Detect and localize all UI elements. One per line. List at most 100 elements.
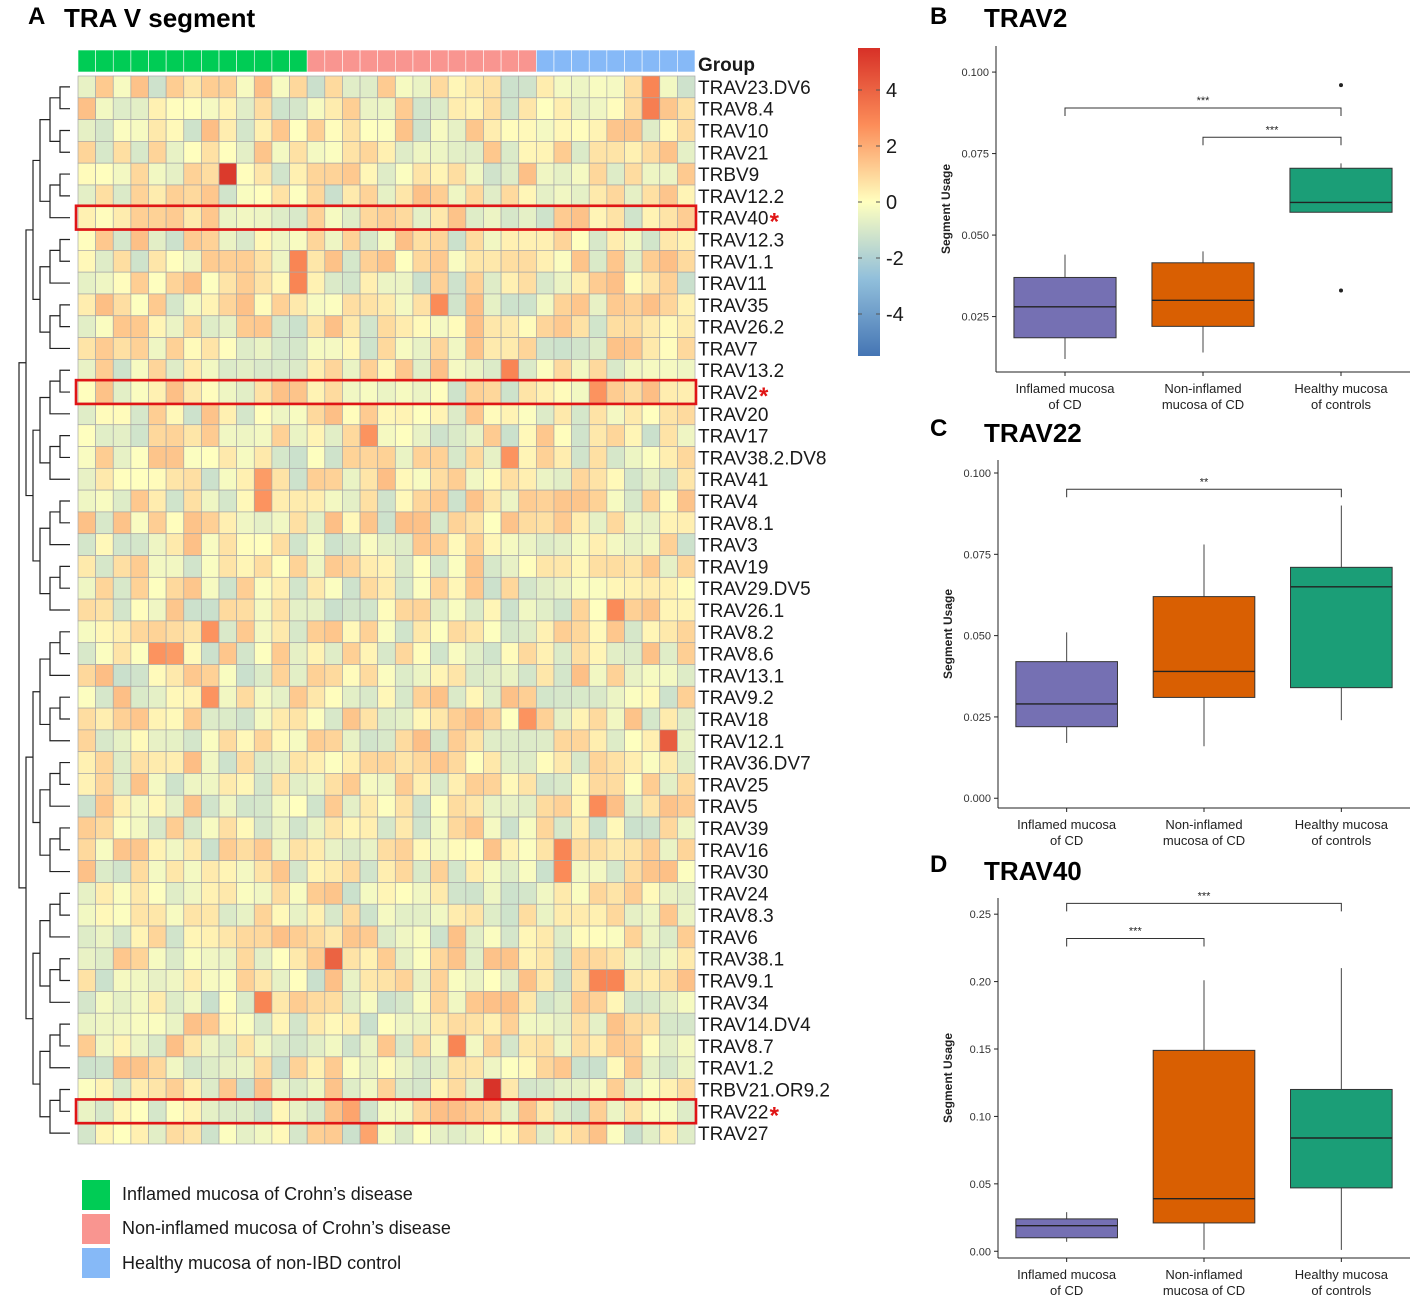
heatmap-cell — [483, 598, 502, 622]
heatmap-cell — [95, 903, 114, 927]
heatmap-cell — [112, 337, 132, 360]
heatmap-cell — [447, 358, 467, 382]
row-label-trav12.2: TRAV12.2 — [698, 187, 784, 208]
heatmap-cell — [183, 947, 202, 970]
heatmap-cell — [77, 1078, 96, 1101]
heatmap-cell — [606, 402, 625, 426]
heatmap-cell — [377, 402, 396, 426]
y-tick-label: 0.100 — [961, 67, 989, 79]
heatmap-cell — [606, 991, 625, 1014]
heatmap-cell — [271, 1034, 290, 1058]
row-label-trav41: TRAV41 — [698, 470, 768, 491]
heatmap-cell — [483, 1100, 502, 1123]
dendrogram-branch — [39, 1050, 50, 1118]
heatmap-cell — [271, 751, 290, 774]
heatmap-cell — [342, 707, 361, 731]
heatmap-cell — [518, 685, 537, 709]
heatmap-cell — [571, 380, 590, 404]
heatmap-cell — [148, 489, 167, 513]
dendrogram-branch — [32, 952, 40, 1085]
group-cell — [465, 49, 484, 73]
heatmap-cell — [624, 358, 643, 382]
heatmap-cell — [130, 794, 149, 818]
heatmap-cell — [253, 489, 273, 513]
heatmap-cell — [342, 1100, 361, 1123]
heatmap-cell — [588, 358, 608, 382]
heatmap-cell — [394, 358, 414, 382]
heatmap-cell — [606, 271, 625, 295]
heatmap-cell — [641, 860, 661, 883]
heatmap-cell — [465, 947, 484, 970]
heatmap-cell — [236, 293, 255, 317]
heatmap-cell — [659, 402, 678, 426]
heatmap-cell — [201, 271, 220, 295]
heatmap-cell — [500, 250, 520, 273]
heatmap-cell — [624, 685, 643, 709]
y-tick-label: 0.10 — [970, 1111, 991, 1123]
heatmap-cell — [483, 97, 502, 120]
heatmap-cell — [95, 402, 114, 426]
heatmap-cell — [306, 773, 326, 796]
heatmap-cell — [289, 467, 308, 491]
heatmap-cell — [606, 228, 625, 251]
heatmap-cell — [535, 729, 555, 753]
heatmap-cell — [183, 969, 202, 992]
heatmap-cell — [447, 925, 467, 949]
heatmap-cell — [95, 1034, 114, 1058]
heatmap-cell — [324, 250, 343, 273]
significance-label: *** — [1198, 890, 1212, 902]
heatmap-cell — [130, 947, 149, 970]
heatmap-cell — [588, 337, 608, 360]
heatmap-cell — [253, 206, 273, 229]
heatmap-cell — [183, 97, 202, 120]
heatmap-cell — [606, 751, 625, 774]
heatmap-cell — [201, 293, 220, 317]
heatmap-cell — [342, 882, 361, 905]
heatmap-cell — [518, 97, 537, 120]
heatmap-cell — [606, 816, 625, 840]
heatmap-cell — [95, 860, 114, 883]
heatmap-cell — [500, 184, 520, 208]
heatmap-cell — [236, 424, 255, 447]
heatmap-cell — [165, 555, 185, 578]
row-label-trav5: TRAV5 — [698, 797, 758, 818]
heatmap-cell — [201, 184, 220, 208]
row-label-trav20: TRAV20 — [698, 405, 768, 426]
heatmap-cell — [518, 925, 537, 949]
heatmap-cell — [553, 271, 572, 295]
heatmap-cell — [165, 162, 185, 186]
heatmap-cell — [218, 315, 238, 338]
heatmap-cell — [571, 315, 590, 338]
heatmap-cell — [306, 206, 326, 229]
row-label-trav26.1: TRAV26.1 — [698, 601, 784, 622]
heatmap-cell — [659, 555, 678, 578]
heatmap-cell — [306, 380, 326, 404]
heatmap-cell — [624, 446, 643, 469]
heatmap-cell — [588, 925, 608, 949]
heatmap-cell — [271, 162, 290, 186]
heatmap-cell — [377, 882, 396, 905]
heatmap-cell — [359, 816, 379, 840]
heatmap-cell — [641, 729, 661, 753]
heatmap-cell — [218, 467, 238, 491]
heatmap-cell — [500, 402, 520, 426]
heatmap-cell — [447, 664, 467, 687]
heatmap-cell — [377, 358, 396, 382]
heatmap-cell — [77, 794, 96, 818]
heatmap-cell — [342, 903, 361, 927]
heatmap-cell — [412, 119, 431, 142]
heatmap-cell — [483, 751, 502, 774]
heatmap-cell — [218, 838, 238, 862]
heatmap-cell — [306, 228, 326, 251]
heatmap-cell — [624, 489, 643, 513]
heatmap-cell — [641, 947, 661, 970]
heatmap-cell — [165, 620, 185, 644]
heatmap-cell — [394, 402, 414, 426]
significance-label: *** — [1129, 925, 1143, 937]
heatmap-cell — [659, 337, 678, 360]
heatmap-cell — [130, 773, 149, 796]
heatmap-cell — [465, 424, 484, 447]
heatmap-cell — [677, 75, 696, 99]
heatmap-cell — [183, 228, 202, 251]
heatmap-cell — [606, 882, 625, 905]
